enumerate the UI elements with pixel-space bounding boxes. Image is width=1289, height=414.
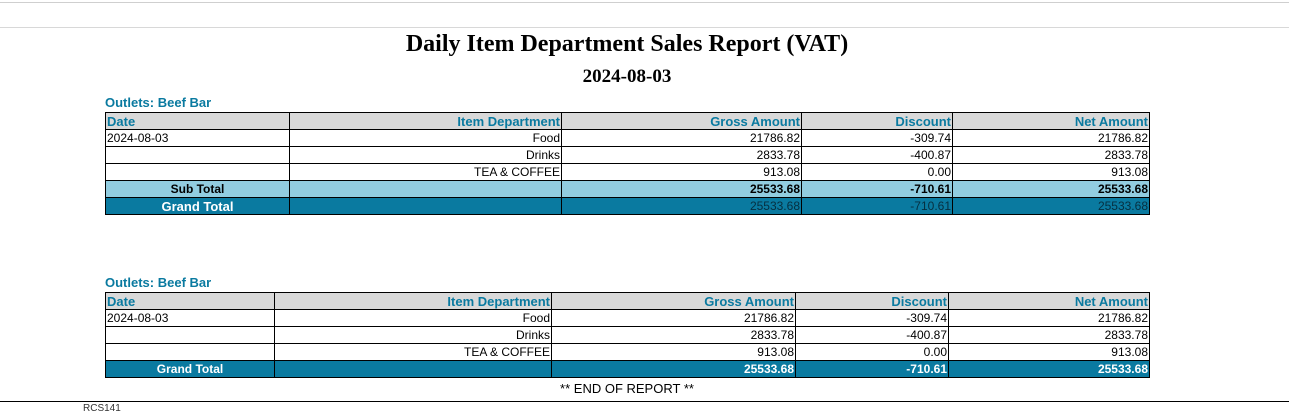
col-header-discount: Discount (795, 292, 949, 310)
table-header-row: Date Item Department Gross Amount Discou… (105, 112, 1150, 130)
cell-date (105, 163, 290, 181)
col-header-gross-amount: Gross Amount (551, 292, 796, 310)
cell-department: TEA & COFFEE (289, 163, 562, 181)
cell-gross: 913.08 (551, 343, 796, 361)
cell-department: Drinks (289, 146, 562, 164)
cell-net: 21786.82 (952, 129, 1150, 147)
header-divider (0, 27, 1289, 28)
cell-discount: -400.87 (795, 326, 949, 344)
col-header-date: Date (105, 112, 290, 130)
col-header-item-department: Item Department (289, 112, 562, 130)
cell-date: 2024-08-03 (105, 309, 275, 327)
col-header-gross-amount: Gross Amount (561, 112, 802, 130)
cell-department: Drinks (274, 326, 552, 344)
col-header-net-amount: Net Amount (948, 292, 1150, 310)
table-row: TEA & COFFEE 913.08 0.00 913.08 (105, 343, 1150, 361)
cell-department: TEA & COFFEE (274, 343, 552, 361)
cell-net: 913.08 (948, 343, 1150, 361)
grand-total-discount: -710.61 (801, 197, 953, 215)
grand-total-label: Grand Total (105, 360, 275, 378)
grand-total-gross: 25533.68 (561, 197, 802, 215)
table-header-row: Date Item Department Gross Amount Discou… (105, 292, 1150, 310)
cell-gross: 913.08 (561, 163, 802, 181)
grand-total-net: 25533.68 (952, 197, 1150, 215)
subtotal-discount: -710.61 (801, 180, 953, 198)
table-row: TEA & COFFEE 913.08 0.00 913.08 (105, 163, 1150, 181)
grand-total-net: 25533.68 (948, 360, 1150, 378)
cell-net: 21786.82 (948, 309, 1150, 327)
grand-total-empty (289, 197, 562, 215)
cell-date (105, 146, 290, 164)
col-header-date: Date (105, 292, 275, 310)
cell-date: 2024-08-03 (105, 129, 290, 147)
cell-net: 2833.78 (952, 146, 1150, 164)
subtotal-row: Sub Total 25533.68 -710.61 25533.68 (105, 180, 1150, 198)
cell-discount: -400.87 (801, 146, 953, 164)
outlet-label: Outlets: Beef Bar (105, 95, 212, 110)
cell-department: Food (289, 129, 562, 147)
subtotal-empty (289, 180, 562, 198)
sales-table: Date Item Department Gross Amount Discou… (105, 292, 1150, 378)
table-row: 2024-08-03 Food 21786.82 -309.74 21786.8… (105, 309, 1150, 327)
top-border (0, 2, 1289, 3)
grand-total-discount: -710.61 (795, 360, 949, 378)
footer-divider (0, 401, 1289, 402)
subtotal-gross: 25533.68 (561, 180, 802, 198)
outlet-label: Outlets: Beef Bar (105, 275, 212, 290)
cell-date (105, 343, 275, 361)
subtotal-net: 25533.68 (952, 180, 1150, 198)
cell-net: 913.08 (952, 163, 1150, 181)
cell-gross: 2833.78 (561, 146, 802, 164)
table-row: Drinks 2833.78 -400.87 2833.78 (105, 146, 1150, 164)
sales-table: Date Item Department Gross Amount Discou… (105, 112, 1150, 215)
grand-total-gross: 25533.68 (551, 360, 796, 378)
grand-total-label: Grand Total (105, 197, 290, 215)
cell-gross: 21786.82 (551, 309, 796, 327)
cell-discount: -309.74 (801, 129, 953, 147)
cell-discount: 0.00 (795, 343, 949, 361)
grand-total-empty (274, 360, 552, 378)
cell-gross: 2833.78 (551, 326, 796, 344)
subtotal-label: Sub Total (105, 180, 290, 198)
cell-date (105, 326, 275, 344)
table-row: 2024-08-03 Food 21786.82 -309.74 21786.8… (105, 129, 1150, 147)
footer-code: RCS141 (83, 403, 121, 414)
cell-discount: 0.00 (801, 163, 953, 181)
grand-total-row: Grand Total 25533.68 -710.61 25533.68 (105, 197, 1150, 215)
col-header-item-department: Item Department (274, 292, 552, 310)
table-row: Drinks 2833.78 -400.87 2833.78 (105, 326, 1150, 344)
col-header-discount: Discount (801, 112, 953, 130)
col-header-net-amount: Net Amount (952, 112, 1150, 130)
cell-gross: 21786.82 (561, 129, 802, 147)
cell-net: 2833.78 (948, 326, 1150, 344)
cell-department: Food (274, 309, 552, 327)
report-date: 2024-08-03 (582, 66, 672, 87)
report-title: Daily Item Department Sales Report (VAT) (405, 31, 849, 57)
end-of-report: ** END OF REPORT ** (560, 381, 694, 396)
cell-discount: -309.74 (795, 309, 949, 327)
grand-total-row: Grand Total 25533.68 -710.61 25533.68 (105, 360, 1150, 378)
